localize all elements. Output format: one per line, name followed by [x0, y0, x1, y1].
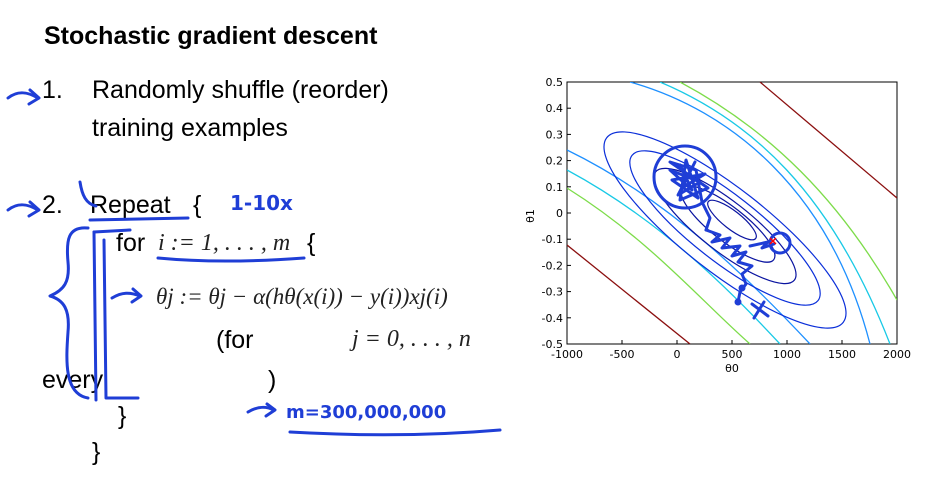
x-tick-labels: -1000 -500 0 500 1000 1500 2000: [551, 340, 911, 361]
minimum-marker-icon: [769, 237, 777, 245]
step2-number: 2.: [42, 191, 63, 219]
contour-level-0: [707, 199, 757, 241]
sgd-trajectory-ink: [652, 144, 792, 320]
loop-bar-left: [92, 230, 98, 402]
for-range-underline: [156, 256, 306, 263]
contour-level-6b: [567, 244, 691, 344]
for-open-brace: {: [307, 229, 316, 257]
contour-plot: 0.5 0.4 0.3 0.2 0.1 0 -0.1 -0.2 -0.3 -0.4 -0.5 -10…: [524, 76, 911, 375]
contour-level-4b: [659, 82, 891, 344]
step1-line1: Randomly shuffle (reorder): [92, 76, 389, 104]
for-j-range-formula: j = 0, . . . , n: [352, 326, 471, 352]
x-tick-label: 1000: [773, 348, 801, 361]
x-tick-label: -1000: [551, 348, 583, 361]
x-tick-label: 1500: [828, 348, 856, 361]
update-arrow-icon: [110, 287, 143, 304]
repeat-keyword: Repeat: [90, 191, 171, 219]
outer-brace-ink: [48, 226, 90, 400]
close-paren: ): [268, 366, 277, 394]
y-tick-label: 0.1: [546, 181, 564, 194]
contour-level-3b: [629, 82, 871, 344]
contour-level-2: [603, 131, 847, 329]
y-tick-label: 0: [556, 207, 563, 220]
inner-close-brace: }: [118, 402, 127, 430]
contour-level-5b: [679, 82, 897, 301]
m-note-underline: [288, 428, 502, 437]
outer-close-brace: }: [92, 438, 101, 466]
y-tick-label: 0.5: [546, 76, 564, 89]
x-axis-label: θ0: [725, 362, 739, 375]
contour-level-5: [567, 187, 751, 344]
slide-title: Stochastic gradient descent: [44, 22, 378, 50]
y-tick-label: -0.5: [542, 338, 563, 351]
y-tick-label: 0.4: [546, 102, 564, 115]
epochs-note: 1-10x: [230, 191, 293, 215]
for-keyword: for: [116, 229, 146, 257]
repeat-open-brace: {: [193, 191, 202, 219]
loop-bar-inner: [102, 238, 140, 400]
contour-level-2b: [629, 150, 821, 306]
y-tick-label: 0.2: [546, 155, 564, 168]
y-tick-label: -0.4: [542, 312, 563, 325]
plot-frame: [566, 81, 898, 345]
x-tick-label: -500: [610, 348, 635, 361]
x-tick-label: 0: [674, 348, 681, 361]
y-axis-label: θ1: [524, 209, 537, 223]
x-tick-label: 2000: [883, 348, 911, 361]
step1-line2: training examples: [92, 114, 288, 142]
repeat-hook-arrow-icon: [78, 180, 98, 208]
handwriting-overlay: 1-10x m=300,000,000: [6, 88, 502, 437]
update-rule-formula: θj := θj − α(hθ(x(i)) − y(i))xj(i): [156, 284, 448, 309]
step2-arrow-icon: [6, 200, 41, 218]
loop-bar-top: [92, 228, 132, 234]
y-tick-label: 0.3: [546, 128, 564, 141]
for-j-keyword: (for: [216, 326, 254, 354]
y-tick-labels: 0.5 0.4 0.3 0.2 0.1 0 -0.1 -0.2 -0.3 -0.4 -0.5: [542, 76, 571, 351]
m-arrow-icon: [246, 402, 277, 418]
step1-number: 1.: [42, 76, 63, 104]
repeat-underline: [88, 216, 190, 222]
y-tick-label: -0.1: [542, 233, 563, 246]
contour-lines: [567, 82, 897, 344]
m-size-note: m=300,000,000: [286, 402, 446, 423]
step1-arrow-icon: [6, 88, 41, 106]
x-tick-label: 500: [722, 348, 743, 361]
y-tick-label: -0.2: [542, 259, 563, 272]
for-range-formula: i := 1, . . . , m: [158, 230, 291, 256]
contour-level-6: [759, 82, 897, 199]
y-tick-label: -0.3: [542, 286, 563, 299]
